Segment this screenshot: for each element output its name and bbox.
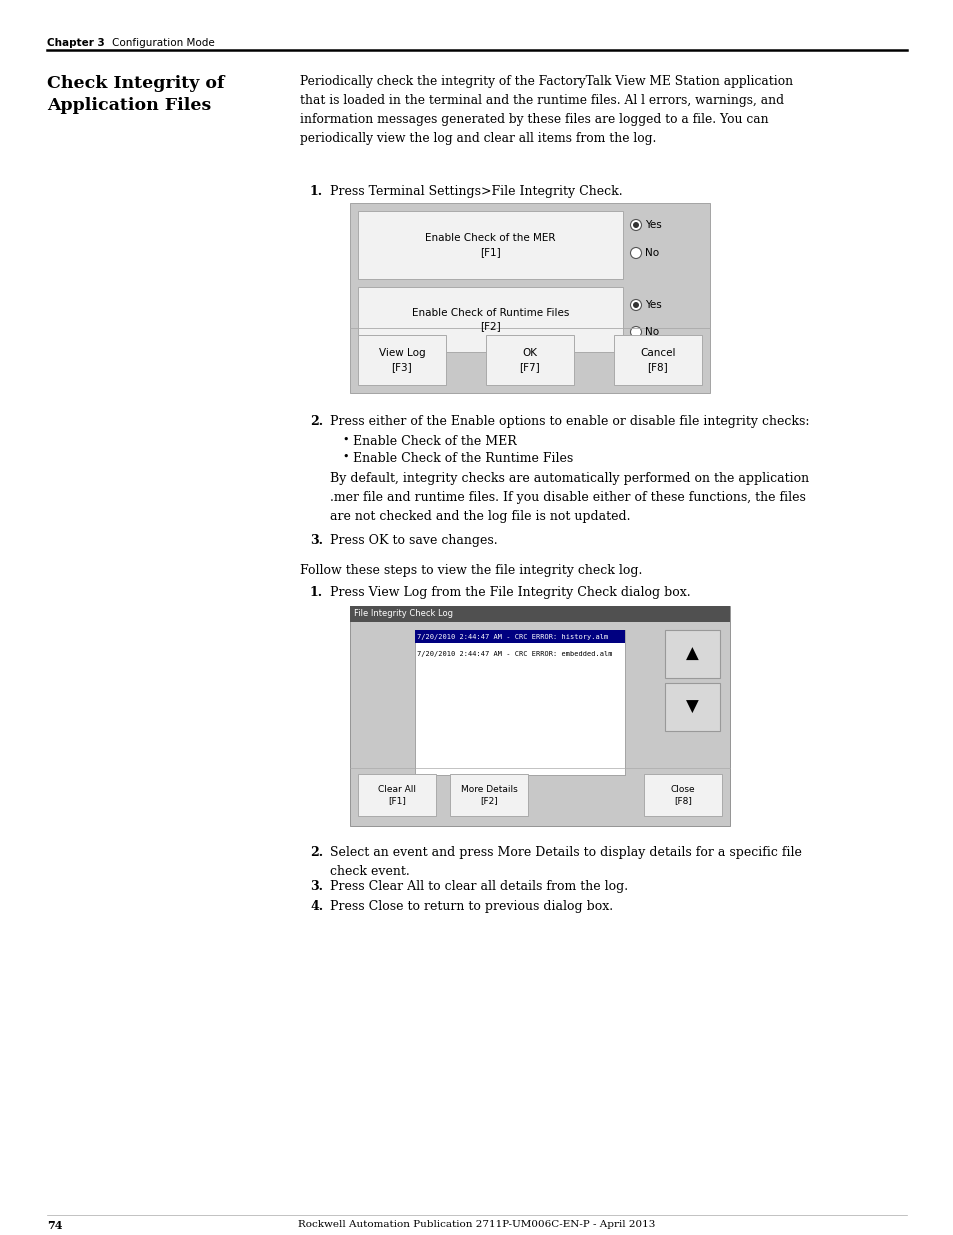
Text: 1.: 1.	[310, 185, 323, 198]
Text: Follow these steps to view the file integrity check log.: Follow these steps to view the file inte…	[299, 564, 641, 577]
Text: Enable Check of Runtime Files
[F2]: Enable Check of Runtime Files [F2]	[412, 308, 569, 331]
Text: 3.: 3.	[310, 534, 323, 547]
Text: Check Integrity of
Application Files: Check Integrity of Application Files	[47, 75, 224, 114]
Text: Close
[F8]: Close [F8]	[670, 784, 695, 805]
Text: Yes: Yes	[644, 220, 661, 230]
Text: ▼: ▼	[685, 698, 699, 716]
Text: View Log
[F3]: View Log [F3]	[378, 348, 425, 372]
Text: Cancel
[F8]: Cancel [F8]	[639, 348, 675, 372]
Bar	[450, 774, 527, 816]
Text: Press either of the Enable options to enable or disable file integrity checks:: Press either of the Enable options to en…	[330, 415, 809, 429]
Bar	[415, 630, 624, 643]
Bar	[614, 335, 701, 385]
Text: Select an event and press More Details to display details for a specific file
ch: Select an event and press More Details t…	[330, 846, 801, 878]
Text: Configuration Mode: Configuration Mode	[112, 38, 214, 48]
Text: By default, integrity checks are automatically performed on the application
.mer: By default, integrity checks are automat…	[330, 472, 808, 522]
Bar	[664, 683, 720, 731]
Text: No: No	[644, 327, 659, 337]
Text: Enable Check of the Runtime Files: Enable Check of the Runtime Files	[353, 452, 573, 466]
Text: OK
[F7]: OK [F7]	[519, 348, 539, 372]
Bar	[350, 606, 729, 826]
Circle shape	[633, 303, 639, 308]
Text: Press OK to save changes.: Press OK to save changes.	[330, 534, 497, 547]
Text: ▲: ▲	[685, 645, 699, 663]
Bar	[350, 606, 729, 622]
Text: Clear All
[F1]: Clear All [F1]	[377, 784, 416, 805]
Text: Rockwell Automation Publication 2711P-UM006C-EN-P - April 2013: Rockwell Automation Publication 2711P-UM…	[298, 1220, 655, 1229]
Text: Press Clear All to clear all details from the log.: Press Clear All to clear all details fro…	[330, 881, 627, 893]
Text: 3.: 3.	[310, 881, 323, 893]
Circle shape	[630, 247, 640, 258]
Text: Yes: Yes	[644, 300, 661, 310]
Bar	[357, 211, 622, 279]
Text: 7/20/2010 2:44:47 AM - CRC ERROR: history.alm: 7/20/2010 2:44:47 AM - CRC ERROR: histor…	[416, 634, 608, 640]
Text: No: No	[644, 248, 659, 258]
Circle shape	[633, 222, 639, 228]
Bar	[357, 774, 436, 816]
Bar	[357, 335, 446, 385]
Text: More Details
[F2]: More Details [F2]	[460, 784, 517, 805]
Bar	[350, 203, 709, 393]
Bar	[643, 774, 721, 816]
Bar	[485, 335, 574, 385]
Text: Periodically check the integrity of the FactoryTalk View ME Station application
: Periodically check the integrity of the …	[299, 75, 792, 144]
Bar	[415, 630, 624, 776]
Text: •: •	[341, 435, 348, 445]
Text: 2.: 2.	[310, 415, 323, 429]
Bar	[357, 287, 622, 352]
Circle shape	[630, 220, 640, 231]
Text: Press Terminal Settings>File Integrity Check.: Press Terminal Settings>File Integrity C…	[330, 185, 622, 198]
Text: 1.: 1.	[310, 585, 323, 599]
Text: 7/20/2010 2:44:47 AM - CRC ERROR: embedded.alm: 7/20/2010 2:44:47 AM - CRC ERROR: embedd…	[416, 651, 612, 657]
Text: •: •	[341, 452, 348, 462]
Text: Enable Check of the MER
[F1]: Enable Check of the MER [F1]	[425, 233, 556, 257]
Bar	[664, 630, 720, 678]
Circle shape	[630, 326, 640, 337]
Text: File Integrity Check Log: File Integrity Check Log	[354, 610, 453, 619]
Text: Press View Log from the File Integrity Check dialog box.: Press View Log from the File Integrity C…	[330, 585, 690, 599]
Text: Enable Check of the MER: Enable Check of the MER	[353, 435, 517, 448]
Text: 4.: 4.	[310, 900, 323, 913]
Text: Chapter 3: Chapter 3	[47, 38, 105, 48]
Text: 2.: 2.	[310, 846, 323, 860]
Text: Press Close to return to previous dialog box.: Press Close to return to previous dialog…	[330, 900, 613, 913]
Text: 74: 74	[47, 1220, 63, 1231]
Circle shape	[630, 300, 640, 310]
